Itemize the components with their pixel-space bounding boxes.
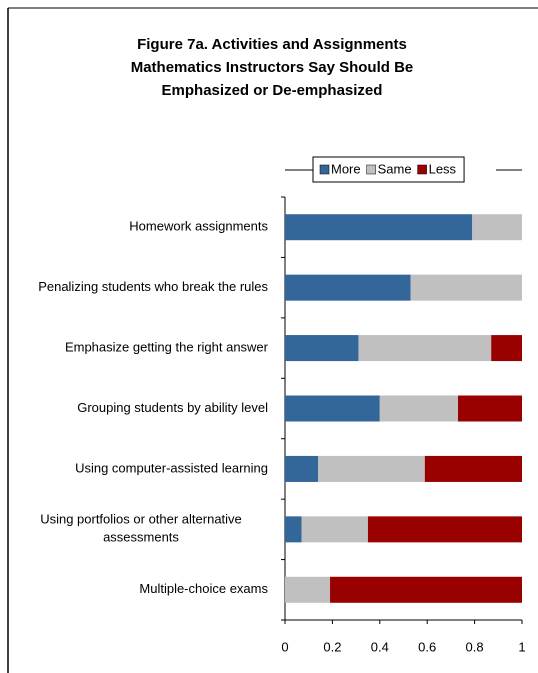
y-tick-label: Multiple-choice exams [139,581,268,596]
bar [491,335,522,362]
legend-box [312,156,465,183]
bar [285,576,331,603]
legend-label: More [331,161,361,176]
legend-swatch [417,164,427,175]
chart-title: Mathematics Instructors Say Should Be [131,59,414,76]
x-tick-label: 1 [518,639,525,654]
y-tick-label: Penalizing students who break the rules [38,279,268,294]
legend-swatch [319,164,330,175]
bar [285,516,302,543]
x-tick-label: 0 [281,639,288,654]
y-tick-label: Grouping students by ability level [77,400,268,415]
legend-swatch [366,164,376,175]
chart-title: Figure 7a. Activities and Assignments [137,36,407,53]
bar [285,214,473,241]
bar [410,274,522,301]
bar [458,395,522,422]
bar [424,455,522,482]
bar [379,395,459,422]
bar [285,395,380,422]
bar [358,335,492,362]
bar [285,274,411,301]
y-tick-label: Emphasize getting the right answer [65,340,269,355]
bar [472,214,522,241]
bar [285,335,359,362]
x-tick-label: 0.8 [466,639,484,654]
bar [318,455,425,482]
bar [301,516,368,543]
bar [285,455,319,482]
bar [367,516,522,543]
y-tick-label: Homework assignments [129,219,268,234]
x-tick-label: 0.4 [371,639,389,654]
legend-label: Same [378,161,412,176]
y-tick-label: Using computer-assisted learning [75,460,268,475]
chart-title: Emphasized or De-emphasized [162,82,383,99]
x-tick-label: 0.2 [323,639,341,654]
legend: More Same Less [312,156,465,183]
x-tick-label: 0.6 [418,639,436,654]
bar [330,576,522,603]
legend-label: Less [429,161,457,176]
y-tick-label: Using portfolios or other alternative ass… [40,512,242,545]
